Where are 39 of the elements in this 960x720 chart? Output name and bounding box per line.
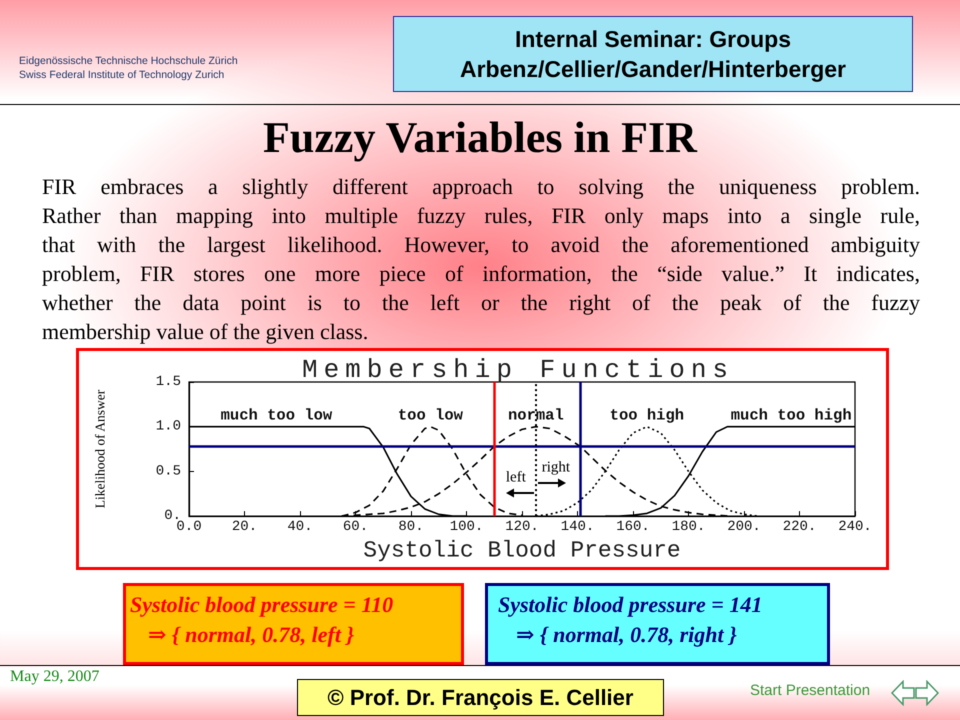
- series-label: too low: [398, 406, 464, 425]
- annotation: right: [542, 459, 570, 476]
- series-label: much too high: [730, 406, 852, 425]
- x-tick-label: 20.: [232, 519, 258, 536]
- x-tick-label: 240.: [838, 519, 872, 536]
- text: May 29, 2007: [10, 668, 100, 686]
- text: ⇒ { normal, 0.78, left }: [147, 621, 356, 649]
- text: FIR embraces a slightly different approach to solving the uniqueness problem. Rather than mapping into multiple fuzzy rules, FIR only maps into a single rule, that with the largest likelihood. However, to avoid the aforementioned ambiguity problem, FIR stores one more piece of information, the “side value.” It indicates, whether the data point is to the left or the right of the peak of the fuzzy membership value of the given class.: [42, 173, 920, 346]
- series-label: normal: [508, 406, 564, 425]
- y-tick-label: 1.0: [156, 418, 181, 435]
- text: Fuzzy Variables in FIR: [262, 112, 698, 164]
- x-tick-label: 160.: [616, 519, 650, 536]
- series-label: much too low: [220, 406, 333, 425]
- text: Systolic blood pressure = 141: [497, 591, 764, 619]
- y-axis-title: Likelihood of Answer: [92, 389, 108, 508]
- y-tick-label: 1.5: [156, 374, 181, 390]
- x-tick-label: 60.: [342, 519, 368, 536]
- text: Internal Seminar: Groups: [514, 25, 792, 54]
- x-tick-label: 180.: [672, 519, 706, 536]
- x-tick-label: 140.: [560, 519, 594, 536]
- text: Arbenz/Cellier/Gander/Hinterberger: [460, 55, 846, 84]
- chart-title: Membership Functions: [302, 355, 734, 385]
- x-axis-title: Systolic Blood Pressure: [363, 538, 681, 564]
- x-tick-label: 220.: [782, 519, 816, 536]
- x-tick-label: 200.: [727, 519, 761, 536]
- text: Eidgenössische Technische Hochschule Zürich: [19, 55, 238, 67]
- y-tick-label: 0.5: [156, 463, 181, 480]
- annotation: left: [506, 470, 526, 486]
- text: Start Presentation: [750, 682, 870, 699]
- text: Swiss Federal Institute of Technology Zurich: [19, 69, 224, 81]
- x-tick-label: 40.: [287, 519, 313, 536]
- x-tick-label: 100.: [450, 519, 484, 536]
- text: © Prof. Dr. François E. Cellier: [298, 680, 663, 715]
- x-tick-label: 80.: [398, 519, 424, 536]
- series-label: too high: [610, 406, 684, 425]
- x-tick-label: 120.: [505, 519, 539, 536]
- text: Systolic blood pressure = 110: [129, 591, 394, 619]
- text: ⇒ { normal, 0.78, right }: [515, 621, 738, 649]
- x-tick-label: 0.0: [176, 519, 202, 536]
